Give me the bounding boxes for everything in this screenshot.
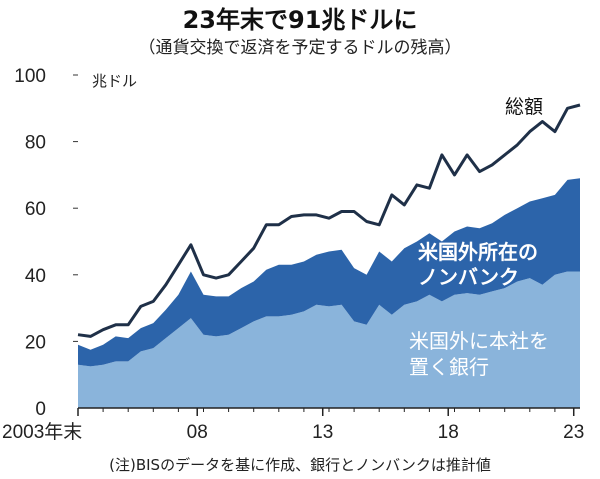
series-label-foreign-banks: 米国外に本社を 置く銀行: [409, 329, 549, 379]
y-axis: 0 20 40 60 80 100: [14, 66, 78, 420]
y-tick-label: 0: [35, 399, 46, 420]
x-tick-label: 08: [187, 422, 208, 443]
y-tick-label: 80: [25, 133, 46, 154]
chart-title: 23年末で91兆ドルに: [183, 6, 418, 34]
series-label-foreign-banks-line-1: 米国外に本社を: [409, 329, 549, 353]
x-tick-label: 13: [312, 422, 333, 443]
y-tick-label: 40: [25, 266, 46, 287]
series-label-foreign-banks-line-2: 置く銀行: [409, 355, 489, 379]
x-axis: 2003年末 08 13 18 23: [2, 407, 584, 443]
x-tick-label: 18: [438, 422, 459, 443]
y-tick-label: 60: [25, 199, 46, 220]
chart-subtitle: （通貨交換で返済を予定するドルの残高）: [139, 38, 462, 58]
series-label-nonbank-line-2: ノンバンク: [418, 265, 519, 289]
total-line: [77, 103, 581, 338]
chart-note: (注)BISのデータを基に作成、銀行とノンバンクは推計値: [109, 456, 491, 474]
series-label-nonbank-line-1: 米国外所在の: [418, 240, 538, 264]
area-foreign-banks: [78, 271, 580, 408]
total-line-label: 総額: [505, 96, 543, 118]
x-tick-label: 2003年末: [2, 421, 82, 443]
area-layer: [78, 178, 580, 408]
series-label-nonbank: 米国外所在の ノンバンク: [418, 240, 538, 289]
y-tick-label: 20: [25, 332, 46, 353]
area-foreign-nonbanks: [78, 178, 580, 367]
x-tick-label: 23: [563, 422, 584, 443]
y-tick-label: 100: [14, 66, 46, 87]
y-axis-unit-label: 兆ドル: [92, 72, 137, 90]
line-layer: [77, 101, 581, 340]
